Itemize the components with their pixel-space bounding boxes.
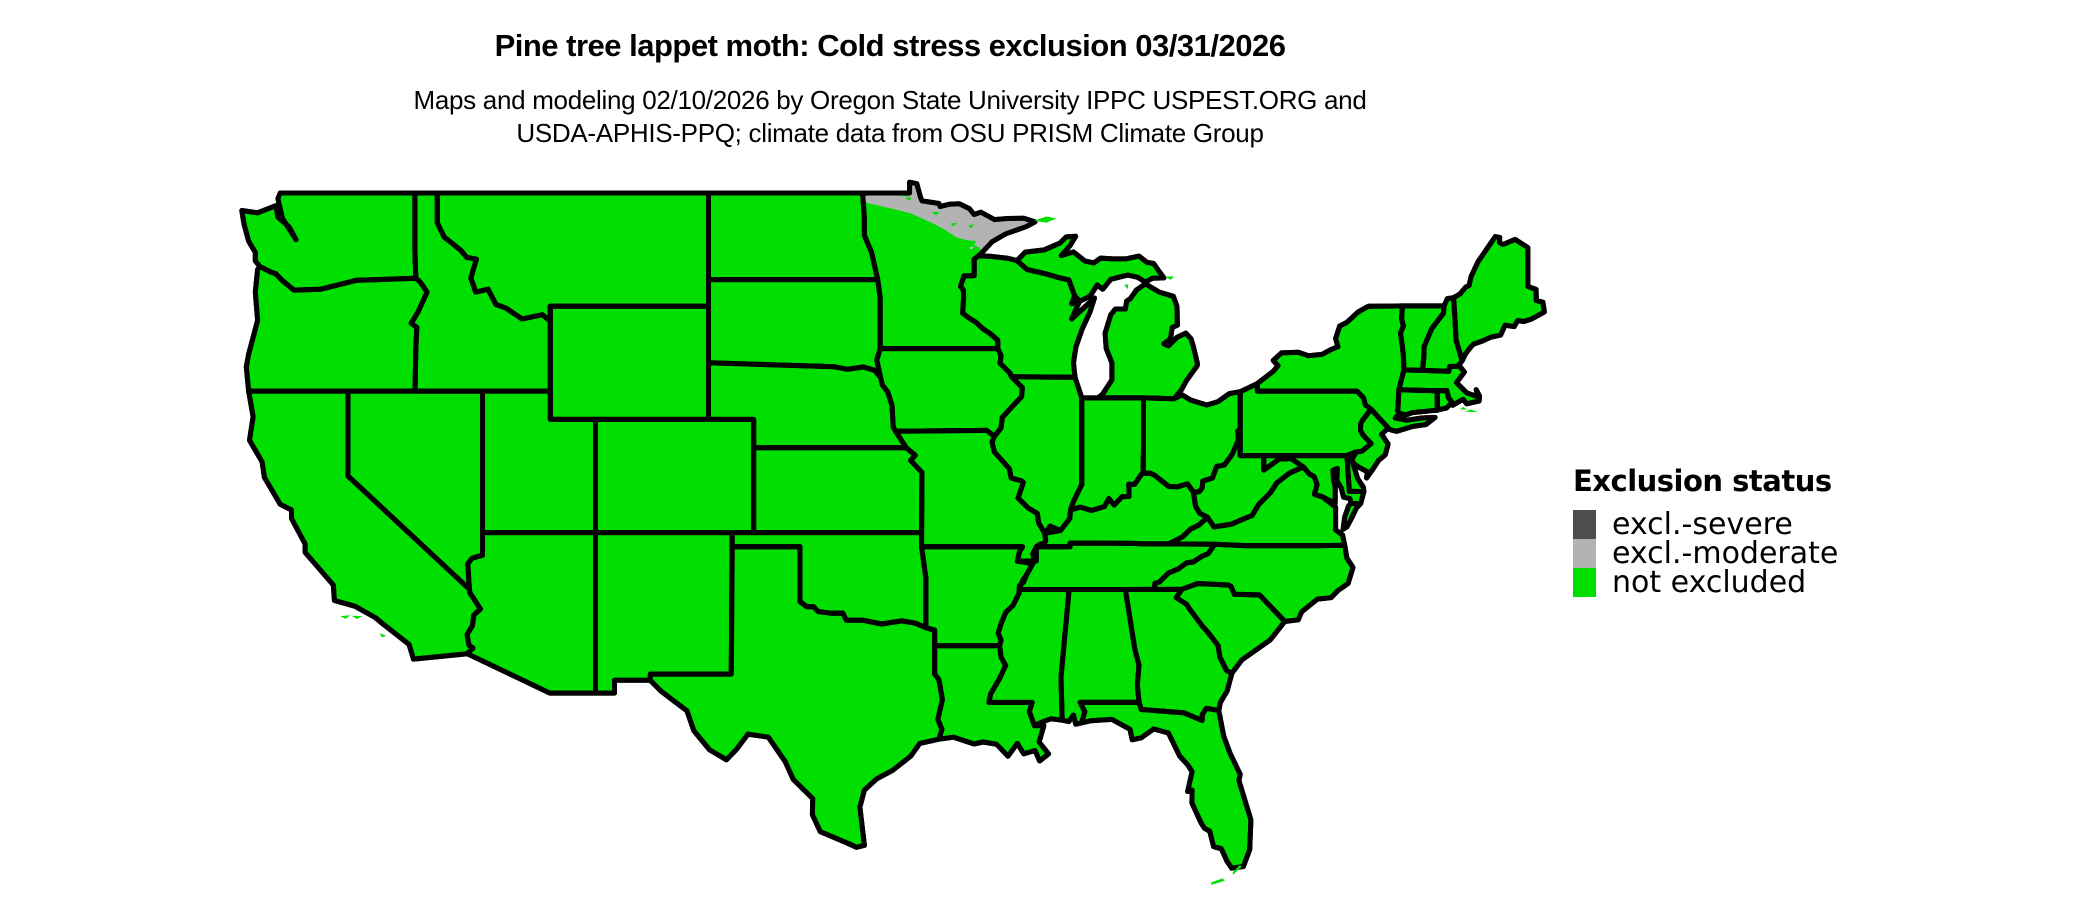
legend-swatch-moderate — [1573, 539, 1596, 568]
legend-entry-not-excluded: not excluded — [1573, 565, 1838, 600]
island-3 — [340, 615, 351, 619]
map-title: Pine tree lappet moth: Cold stress exclu… — [494, 28, 1286, 63]
legend-entry-moderate: excl.-moderate — [1573, 536, 1839, 571]
state-borders-overlay — [239, 179, 1547, 871]
island-6 — [1459, 406, 1467, 410]
legend-swatch-severe — [1573, 510, 1596, 539]
state-fl — [1077, 699, 1254, 871]
excl-moderate-spot — [969, 246, 974, 251]
legend-label-moderate: excl.-moderate — [1612, 536, 1839, 571]
legend-entry-severe: excl.-severe — [1573, 507, 1838, 542]
legend-title: Exclusion status — [1573, 464, 1832, 498]
island-1 — [1124, 284, 1129, 290]
state-az — [464, 530, 598, 696]
island-4 — [351, 615, 363, 619]
not-excluded-speck-1 — [932, 212, 940, 216]
state-nd — [706, 190, 881, 283]
state-ks — [751, 445, 925, 536]
legend: Exclusion status excl.-severe excl.-mode… — [1573, 464, 1839, 600]
not-excluded-speck-3 — [968, 224, 974, 229]
map-subtitle-line1: Maps and modeling 02/10/2026 by Oregon S… — [413, 85, 1367, 115]
island-8 — [1232, 865, 1242, 875]
legend-label-severe: excl.-severe — [1612, 507, 1793, 542]
island-5 — [379, 633, 387, 638]
state-co — [593, 416, 757, 536]
island-2 — [1165, 276, 1174, 280]
map-subtitle-line2: USDA-APHIS-PPQ; climate data from OSU PR… — [516, 118, 1264, 148]
state-wy — [547, 303, 711, 422]
island-7 — [1464, 409, 1478, 413]
state-nm — [593, 530, 735, 696]
excl-moderate-area-northeast-minnesota — [863, 184, 1033, 252]
state-me — [1451, 234, 1547, 364]
legend-label-not-excluded: not excluded — [1612, 565, 1807, 600]
not-excluded-speck-0 — [905, 197, 912, 201]
state-pa — [1237, 381, 1374, 459]
island-0 — [1034, 216, 1057, 223]
island-9 — [1211, 878, 1225, 885]
not-excluded-speck-2 — [950, 222, 958, 227]
legend-swatch-not-excluded — [1573, 568, 1596, 597]
